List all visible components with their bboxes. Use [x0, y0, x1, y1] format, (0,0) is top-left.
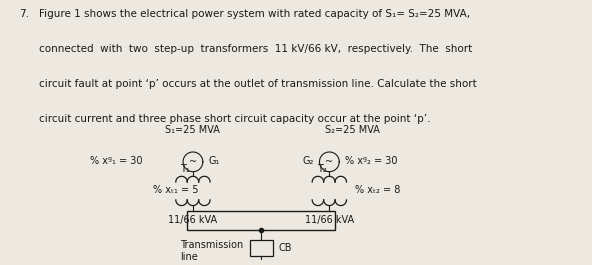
Text: T₁: T₁ [181, 164, 190, 174]
Text: circuit fault at point ‘p’ occurs at the outlet of transmission line. Calculate : circuit fault at point ‘p’ occurs at the… [39, 79, 477, 89]
Text: S₂=25 MVA: S₂=25 MVA [325, 125, 380, 135]
Text: 7.: 7. [19, 9, 29, 19]
Text: ~: ~ [189, 157, 197, 167]
Bar [250, 241, 273, 256]
Text: T₂: T₂ [317, 164, 326, 174]
Text: connected  with  two  step-up  transformers  11 kV/66 kV,  respectively.  The  s: connected with two step-up transformers … [39, 44, 472, 54]
Text: G₂: G₂ [303, 156, 314, 166]
Text: S₁=25 MVA: S₁=25 MVA [166, 125, 220, 135]
Text: Transmission
line: Transmission line [180, 240, 243, 262]
Text: ~: ~ [325, 157, 333, 167]
Text: 11/66 kVA: 11/66 kVA [168, 215, 217, 226]
Text: 11/66 kVA: 11/66 kVA [305, 215, 354, 226]
Text: % xₜ₁ = 5: % xₜ₁ = 5 [153, 185, 198, 195]
Text: % xᵍ₁ = 30: % xᵍ₁ = 30 [90, 156, 143, 166]
Text: % xᵍ₂ = 30: % xᵍ₂ = 30 [345, 156, 397, 166]
Text: % xₜ₂ = 8: % xₜ₂ = 8 [355, 185, 401, 195]
Text: CB: CB [279, 243, 292, 253]
Text: circuit current and three phase short circuit capacity occur at the point ‘p’.: circuit current and three phase short ci… [39, 114, 430, 124]
Bar [187, 211, 335, 230]
Text: Figure 1 shows the electrical power system with rated capacity of S₁= S₂=25 MVA,: Figure 1 shows the electrical power syst… [39, 9, 470, 19]
Text: G₁: G₁ [208, 156, 220, 166]
